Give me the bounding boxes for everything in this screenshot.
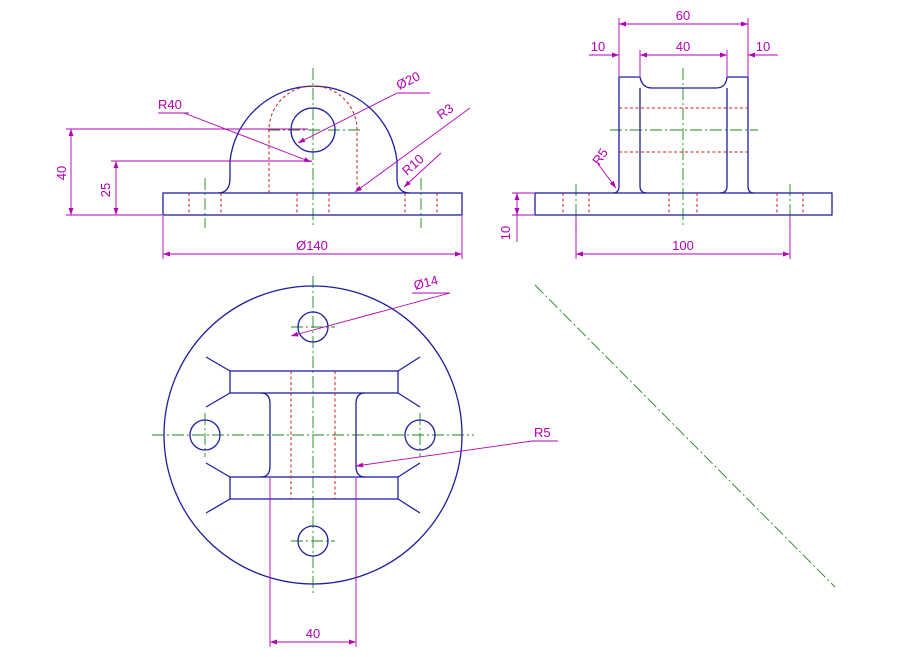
front-r3-leader — [354, 107, 471, 193]
projection-miter-line — [534, 284, 836, 588]
top-base-disc — [163, 285, 463, 585]
front-r10-leader — [403, 152, 442, 188]
front-base-plate — [162, 192, 463, 216]
front-arch-outline — [217, 85, 411, 194]
top-upper-wall-flares — [205, 356, 421, 408]
side-dim-10-left-text: 10 — [591, 39, 605, 54]
top-bolt-hole-left — [189, 419, 221, 451]
front-r40-leader — [183, 112, 312, 163]
side-dim-40-text: 40 — [676, 39, 690, 54]
top-upper-wall — [229, 370, 399, 394]
top-bolt-hole-top — [297, 311, 329, 343]
front-r10-text: R10 — [399, 151, 427, 178]
top-lower-wall — [229, 476, 399, 500]
front-d20-text: Ø20 — [394, 68, 423, 92]
side-view: 60 10 40 10 R5 10 100 — [498, 8, 833, 259]
front-d20-leader — [297, 92, 398, 144]
top-d14-leader — [290, 292, 451, 337]
top-d14-text: Ø14 — [412, 272, 439, 293]
side-r5-leader — [597, 163, 617, 189]
top-inner-slot-left — [260, 392, 271, 478]
front-dim-25-text: 25 — [98, 183, 113, 197]
top-lower-wall-flares — [205, 462, 421, 514]
side-r5-text: R5 — [589, 145, 611, 167]
side-base-plate — [534, 192, 833, 216]
side-dim-60-text: 60 — [676, 8, 690, 23]
top-dim-40-text: 40 — [306, 626, 320, 641]
front-hidden-slot — [268, 85, 358, 193]
top-bolt-hole-right — [404, 419, 436, 451]
front-bore-hole — [290, 107, 336, 153]
top-r5-leader — [355, 440, 533, 468]
top-r5-text: R5 — [534, 425, 551, 440]
front-dim-140-text: Ø140 — [296, 238, 328, 253]
front-r3-text: R3 — [434, 101, 456, 123]
side-upright-outline — [612, 76, 755, 194]
front-view: 40 25 Ø140 R40 Ø20 R3 R10 — [54, 68, 471, 259]
front-dim-40-text: 40 — [54, 166, 69, 180]
side-inner-slot — [639, 88, 728, 194]
front-r40-text: R40 — [158, 97, 182, 112]
side-dim-100-text: 100 — [672, 238, 694, 253]
side-dim-10-right-text: 10 — [756, 39, 770, 54]
top-inner-slot-right — [355, 392, 366, 478]
top-view: Ø14 R5 40 — [152, 272, 558, 647]
side-dim-10-vert-text: 10 — [498, 226, 513, 240]
top-bolt-hole-bottom — [297, 525, 329, 557]
